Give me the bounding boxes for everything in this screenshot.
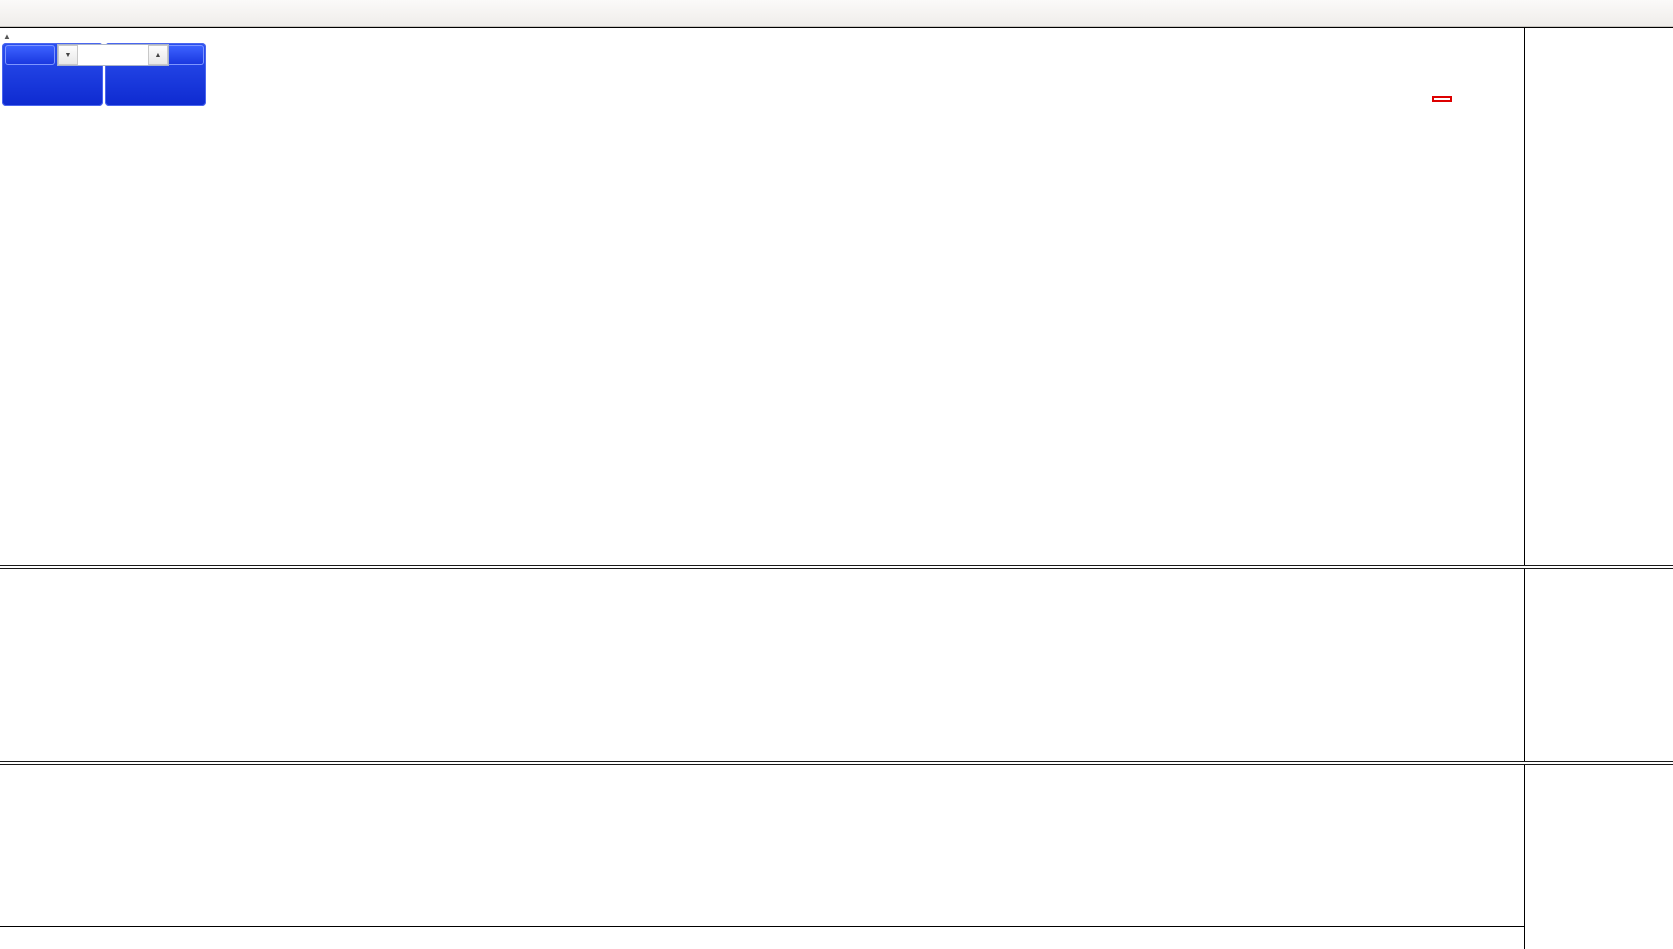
rsi-pane[interactable] xyxy=(0,765,1524,926)
collapse-arrow-icon[interactable]: ▲ xyxy=(3,32,11,41)
toolbar xyxy=(0,0,1673,27)
price-callout-label[interactable] xyxy=(1432,96,1452,102)
volume-stepper: ▼ ▲ xyxy=(57,44,169,66)
volume-input[interactable] xyxy=(78,45,148,65)
volume-up-button[interactable]: ▲ xyxy=(148,45,168,65)
chart-window: ▲ ▼ ▲ xyxy=(0,27,1673,949)
volume-down-button[interactable]: ▼ xyxy=(58,45,78,65)
pane-splitter-rsi[interactable] xyxy=(0,761,1673,765)
chart-header: ▲ xyxy=(3,32,36,41)
time-axis[interactable] xyxy=(0,926,1673,949)
pane-splitter-macd[interactable] xyxy=(0,565,1673,569)
price-axis[interactable] xyxy=(1524,28,1673,949)
macd-pane[interactable] xyxy=(0,569,1524,763)
main-chart-pane[interactable] xyxy=(0,28,1524,567)
one-click-trading-panel: ▼ ▲ xyxy=(2,43,207,106)
sell-button[interactable] xyxy=(5,45,55,65)
